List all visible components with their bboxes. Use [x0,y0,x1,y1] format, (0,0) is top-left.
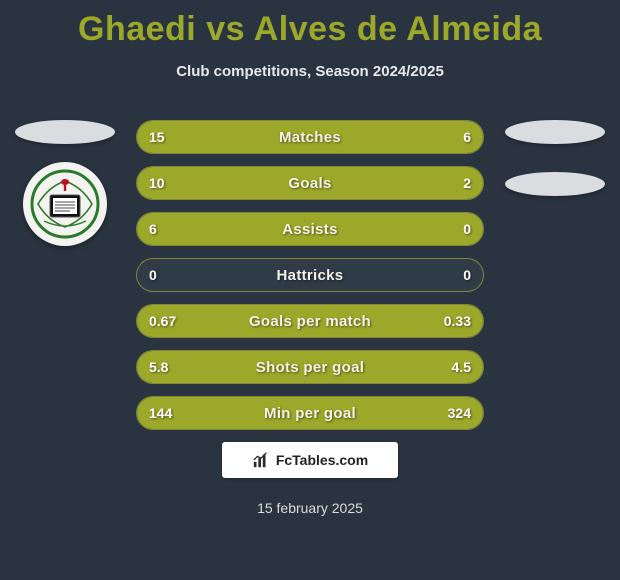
club-ellipse-placeholder [505,172,605,196]
chart-icon [252,451,270,469]
subtitle: Club competitions, Season 2024/2025 [0,63,620,80]
stat-row: 6Assists0 [136,212,484,246]
stat-value-right: 4.5 [452,351,471,383]
stat-label: Shots per goal [137,351,483,383]
date-text: 15 february 2025 [0,500,620,516]
player-ellipse-placeholder [15,120,115,144]
club-crest-left [23,162,107,246]
stat-row: 10Goals2 [136,166,484,200]
stat-value-right: 324 [448,397,471,429]
stat-value-right: 0.33 [444,305,471,337]
stat-label: Goals per match [137,305,483,337]
stat-label: Hattricks [137,259,483,291]
stat-row: 144Min per goal324 [136,396,484,430]
stats-table: 15Matches610Goals26Assists00Hattricks00.… [136,120,484,442]
left-player-column [10,120,120,246]
player-ellipse-placeholder [505,120,605,144]
stat-value-right: 2 [463,167,471,199]
stat-label: Matches [137,121,483,153]
branding-text: FcTables.com [276,452,368,468]
stat-label: Assists [137,213,483,245]
stat-row: 5.8Shots per goal4.5 [136,350,484,384]
stat-value-right: 0 [463,259,471,291]
branding-badge: FcTables.com [222,442,398,478]
stat-row: 0.67Goals per match0.33 [136,304,484,338]
page-title: Ghaedi vs Alves de Almeida [0,0,620,49]
stat-label: Goals [137,167,483,199]
stat-row: 0Hattricks0 [136,258,484,292]
right-player-column [500,120,610,196]
club-crest-icon [30,169,100,239]
stat-value-right: 6 [463,121,471,153]
stat-value-right: 0 [463,213,471,245]
stat-label: Min per goal [137,397,483,429]
stat-row: 15Matches6 [136,120,484,154]
